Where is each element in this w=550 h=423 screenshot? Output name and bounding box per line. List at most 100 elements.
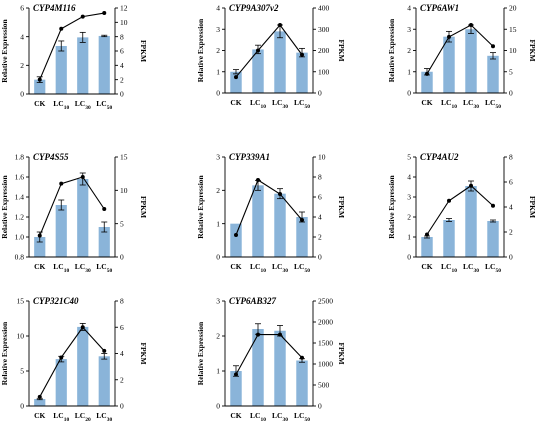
- fpkm-line: [426, 24, 494, 75]
- y2-tick-label: 2: [318, 233, 322, 242]
- y2-axis-label: FPKM: [337, 342, 346, 364]
- fpkm-point: [59, 181, 64, 186]
- x-tick-label: LC30: [96, 411, 112, 423]
- x-tick-label: LC10: [250, 98, 266, 110]
- y-tick-label: 0: [407, 89, 411, 98]
- x-tick-label: LC10: [441, 98, 457, 110]
- bar: [55, 359, 67, 406]
- y2-tick-label: 300: [318, 25, 330, 34]
- y-tick-label: 1: [216, 219, 220, 228]
- y2-tick-label: 8: [318, 173, 322, 182]
- fpkm-point: [469, 23, 473, 27]
- fpkm-point: [300, 52, 304, 57]
- y2-tick-label: 0: [120, 402, 124, 411]
- x-tick-label: LC50: [96, 99, 112, 111]
- fpkm-point: [469, 183, 473, 188]
- y2-tick-label: 1000: [318, 360, 333, 369]
- y2-axis-label: FPKM: [337, 39, 346, 61]
- x-tick-label: CK: [34, 262, 45, 271]
- y-tick-label: 3: [216, 153, 220, 162]
- fpkm-point: [234, 75, 238, 80]
- x-tick-label: LC50: [485, 262, 501, 274]
- fpkm-line: [426, 185, 494, 235]
- x-tick-label: CK: [230, 262, 241, 271]
- panel-title: CYP6AW1: [420, 3, 459, 13]
- fpkm-point: [278, 332, 282, 337]
- y2-tick-label: 100: [318, 67, 330, 76]
- y-tick-label: 1.2: [15, 213, 25, 222]
- bar: [274, 31, 286, 94]
- x-tick-label: LC30: [463, 98, 479, 110]
- panel-title: CYP9A307v2: [229, 3, 279, 13]
- x-tick-label: LC10: [53, 411, 69, 423]
- x-tick-label: CK: [230, 411, 241, 420]
- fpkm-line: [235, 24, 303, 78]
- bar: [34, 79, 46, 94]
- y2-tick-label: 4: [509, 203, 513, 212]
- x-tick-label: CK: [34, 99, 45, 108]
- x-tick-label: LC10: [250, 262, 266, 274]
- chart-panel-1: 0 2 4 6 0 2 4 6 8 10 12 CK LC10 LC30 LC50 CYP4M116 Relat…: [0, 3, 148, 111]
- y2-tick-label: 4: [120, 61, 124, 70]
- chart-panel-8: 0 1 2 3 0 500 1000 1500 2000 2500 CK LC10 LC30 LC50 CY…: [196, 296, 346, 423]
- y2-tick-label: 0: [120, 90, 124, 99]
- y-tick-label: 5: [20, 367, 24, 376]
- bar: [230, 71, 242, 93]
- y-tick-label: 1.4: [15, 193, 25, 202]
- fpkm-point: [80, 325, 85, 330]
- fpkm-point: [278, 23, 282, 27]
- x-tick-label: LC20: [75, 411, 91, 423]
- y2-tick-label: 500: [318, 381, 330, 390]
- y-tick-label: 0: [20, 402, 24, 411]
- y-tick-label: 6: [20, 4, 24, 13]
- fpkm-point: [102, 207, 107, 211]
- fpkm-point: [300, 355, 304, 360]
- y2-tick-label: 8: [509, 153, 513, 162]
- x-tick-label: LC30: [272, 262, 288, 274]
- y-axis-label: Relative Expression: [0, 174, 9, 238]
- y-tick-label: 2: [216, 46, 220, 55]
- fpkm-point: [80, 14, 85, 19]
- y-axis-label: Relative Expression: [196, 18, 205, 82]
- fpkm-point: [80, 175, 85, 179]
- y2-tick-label: 10: [509, 46, 517, 55]
- y-tick-label: 3: [407, 25, 411, 34]
- fpkm-point: [37, 77, 42, 82]
- y2-axis-label: FPKM: [139, 342, 148, 364]
- y-tick-label: 10: [17, 332, 25, 341]
- bar: [252, 49, 264, 93]
- y2-tick-label: 2000: [318, 318, 333, 327]
- y2-tick-label: 0: [120, 253, 124, 262]
- x-tick-label: LC30: [463, 262, 479, 274]
- bar: [230, 223, 242, 257]
- y-tick-label: 5: [407, 153, 411, 162]
- panel-title: CYP6AB327: [229, 296, 277, 306]
- y-tick-label: 1.0: [15, 233, 25, 242]
- y-tick-label: 0: [407, 253, 411, 262]
- bar: [465, 186, 477, 257]
- y2-tick-label: 2500: [318, 297, 333, 306]
- bar: [252, 329, 264, 406]
- fpkm-point: [425, 71, 429, 76]
- chart-panel-2: 0 1 2 3 4 0 100 200 300 400 CK LC10 LC30 LC50 CYP9A307…: [196, 3, 346, 110]
- y-axis-label: Relative Expression: [387, 174, 396, 238]
- y-tick-label: 3: [216, 297, 220, 306]
- y-axis-label: Relative Expression: [0, 18, 9, 82]
- y-tick-label: 4: [216, 4, 220, 13]
- bar: [421, 71, 433, 93]
- bar: [98, 227, 110, 257]
- y2-axis-label: FPKM: [528, 39, 537, 61]
- y2-tick-label: 400: [318, 4, 330, 13]
- fpkm-point: [102, 11, 107, 16]
- x-tick-label: CK: [421, 262, 432, 271]
- fpkm-point: [256, 332, 260, 337]
- x-tick-label: LC50: [294, 411, 310, 423]
- y-tick-label: 3: [407, 193, 411, 202]
- panel-title: CYP321C40: [33, 296, 79, 306]
- bar: [34, 237, 46, 257]
- fpkm-point: [447, 198, 451, 203]
- y-tick-label: 1: [216, 67, 220, 76]
- x-tick-label: LC10: [53, 99, 69, 111]
- bar: [296, 217, 308, 257]
